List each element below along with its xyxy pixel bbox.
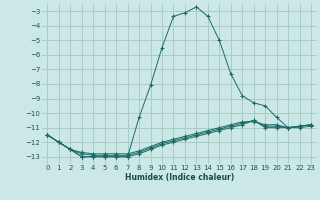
X-axis label: Humidex (Indice chaleur): Humidex (Indice chaleur) <box>124 173 234 182</box>
